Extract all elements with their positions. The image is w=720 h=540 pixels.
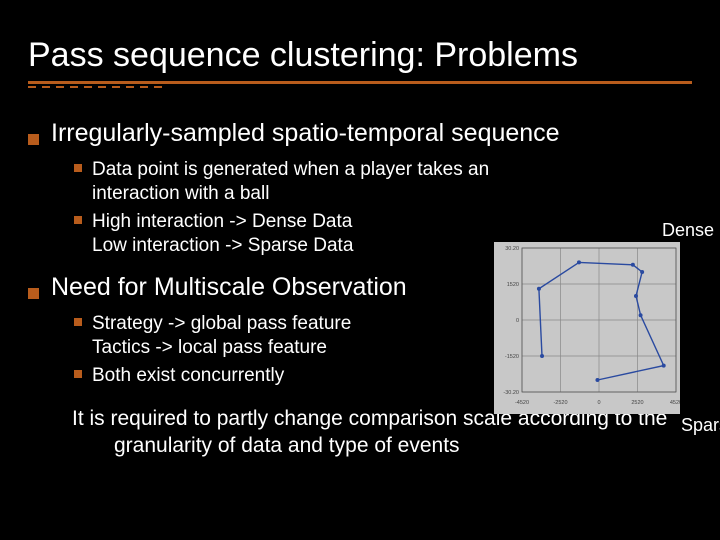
bullet-icon bbox=[74, 216, 82, 224]
bullet-icon bbox=[74, 318, 82, 326]
chart-label-sparse: Sparse bbox=[681, 415, 720, 436]
sub-bullet-text: Data point is generated when a player ta… bbox=[92, 158, 512, 207]
svg-text:30.20: 30.20 bbox=[505, 246, 519, 252]
sub-list-item: Data point is generated when a player ta… bbox=[74, 158, 692, 207]
svg-text:1520: 1520 bbox=[507, 282, 519, 288]
bullet-icon bbox=[28, 288, 39, 299]
svg-text:-2520: -2520 bbox=[553, 400, 567, 406]
chart-svg: -4520 -2520 0 2520 4520 -30.20 -1520 0 1520 30.20 bbox=[494, 242, 680, 414]
svg-text:-1520: -1520 bbox=[505, 354, 519, 360]
svg-text:0: 0 bbox=[516, 318, 519, 324]
svg-text:-4520: -4520 bbox=[515, 400, 529, 406]
bullet-icon bbox=[74, 370, 82, 378]
bullet-text: Need for Multiscale Observation bbox=[51, 273, 407, 302]
sub-bullet-text: Strategy -> global pass feature Tactics … bbox=[92, 312, 351, 361]
chart-label-dense: Dense bbox=[662, 220, 714, 241]
title-underline bbox=[28, 81, 692, 95]
svg-text:-30.20: -30.20 bbox=[503, 390, 519, 396]
bullet-text: Irregularly-sampled spatio-temporal sequ… bbox=[51, 119, 560, 148]
slide: Pass sequence clustering: Problems Irreg… bbox=[0, 0, 720, 540]
chart-container: Dense -4520-2520025204520-30.20-15200152… bbox=[494, 224, 714, 414]
sub-bullet-text: Both exist concurrently bbox=[92, 364, 284, 388]
svg-text:2520: 2520 bbox=[631, 400, 643, 406]
sub-bullet-text: High interaction -> Dense Data Low inter… bbox=[92, 210, 353, 259]
svg-text:4520: 4520 bbox=[670, 400, 680, 406]
bullet-icon bbox=[28, 134, 39, 145]
scatter-chart: -4520 -2520 0 2520 4520 -30.20 -1520 0 1520 30.20 bbox=[494, 242, 680, 414]
page-title: Pass sequence clustering: Problems bbox=[28, 36, 692, 75]
svg-text:0: 0 bbox=[597, 400, 600, 406]
bullet-icon bbox=[74, 164, 82, 172]
